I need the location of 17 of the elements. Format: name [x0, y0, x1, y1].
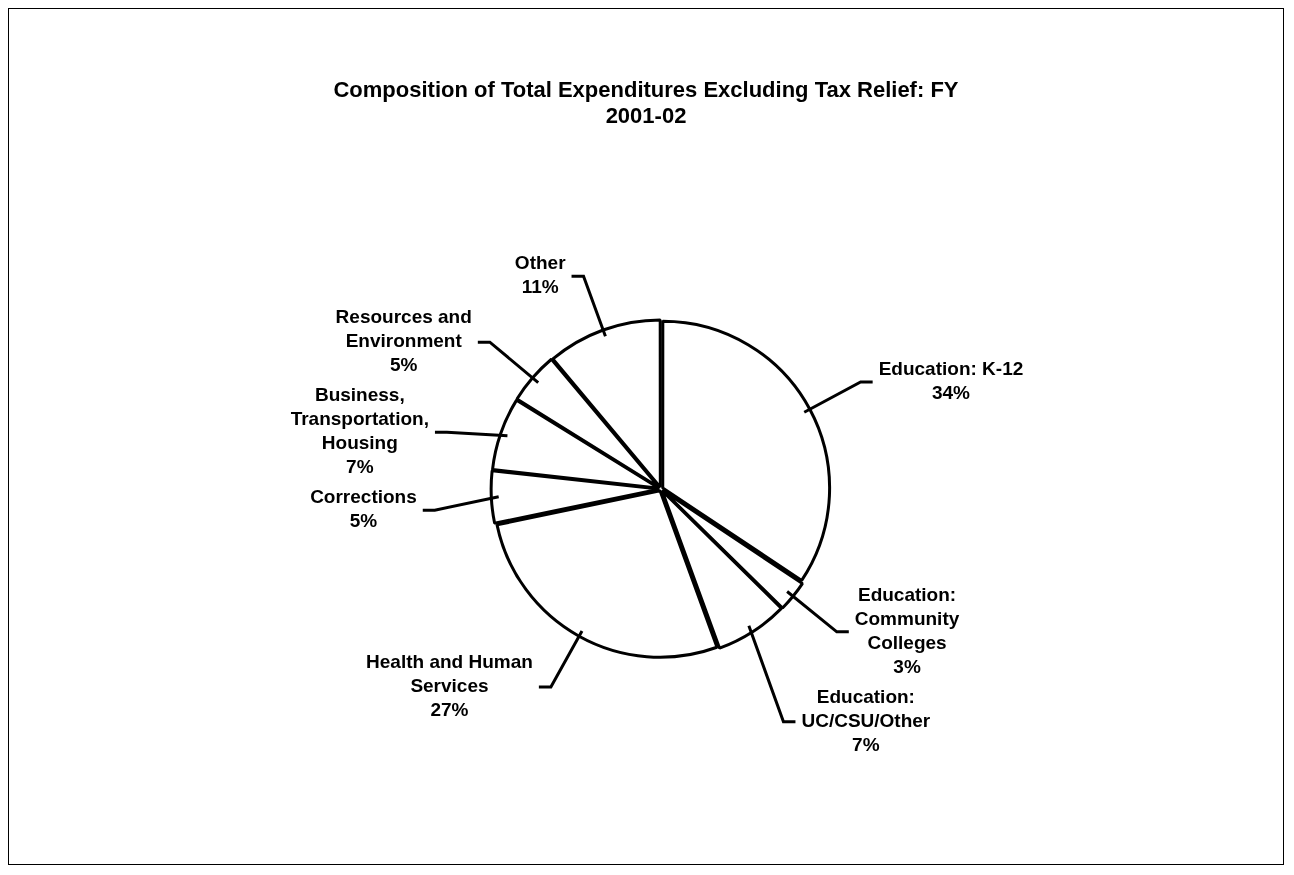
slice-label: Education: Community Colleges — [854, 584, 960, 654]
data-label: 5% — [389, 354, 418, 376]
data-label: 7% — [346, 456, 374, 478]
data-label: 5% — [349, 510, 378, 532]
slice-label: Health and Human Services — [366, 651, 533, 697]
slice-label: Education: UC/CSU/Other — [801, 686, 931, 732]
data-label: 34% — [931, 382, 971, 404]
chart-title: Composition of Total Expenditures Excluding Tax Relief: FY 2001-02 — [332, 77, 960, 129]
slice-label: Business, Transportation, Housing — [290, 384, 429, 454]
slice-label: Resources and Environment — [335, 306, 472, 352]
slice-label: Other — [514, 252, 567, 274]
data-label: 27% — [430, 699, 469, 721]
data-label: 7% — [852, 734, 880, 756]
slice-label: Education: K-12 — [878, 358, 1024, 380]
data-label: 11% — [521, 276, 559, 298]
slice-label: Corrections — [310, 486, 417, 508]
data-label: 3% — [893, 656, 921, 678]
